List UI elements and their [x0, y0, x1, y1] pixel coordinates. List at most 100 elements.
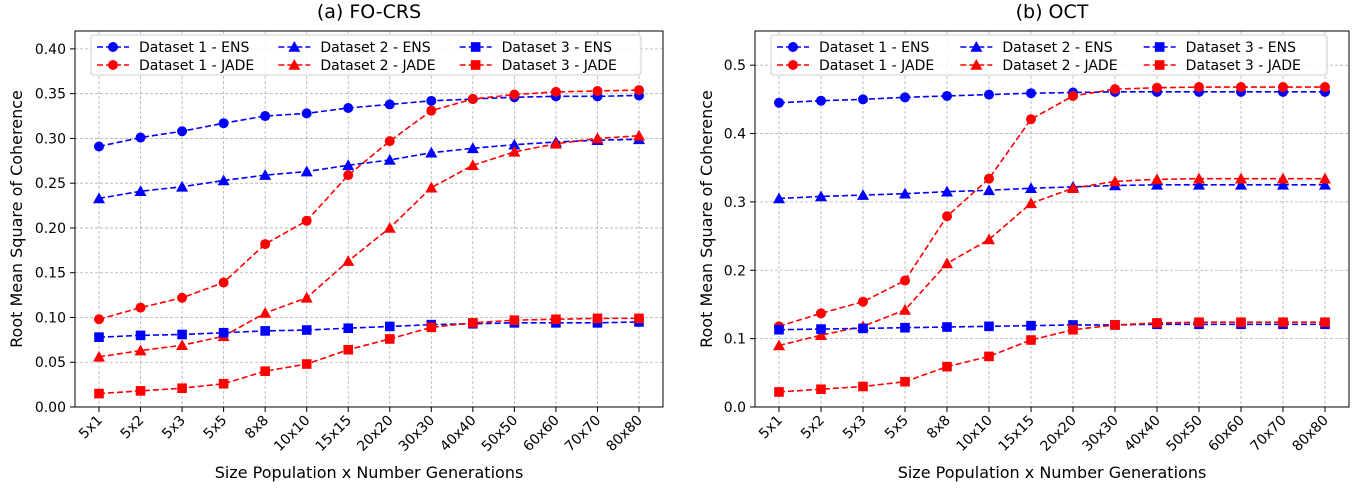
data-point	[1278, 82, 1288, 93]
data-point	[592, 85, 603, 96]
x-tick-label: 80x80	[1289, 413, 1331, 455]
data-point	[94, 388, 104, 399]
data-point	[93, 350, 105, 362]
legend-marker	[970, 41, 983, 52]
y-tick-label: 0.1	[724, 332, 746, 348]
data-point	[983, 184, 995, 196]
data-point	[984, 89, 994, 100]
data-point	[1110, 84, 1120, 95]
data-point	[343, 102, 354, 113]
data-point	[942, 90, 952, 101]
data-point	[592, 313, 603, 324]
y-tick-label: 0.20	[35, 221, 66, 237]
data-point	[774, 97, 784, 108]
data-point	[259, 169, 272, 180]
x-tick-label: 30x30	[1079, 413, 1121, 455]
data-point	[342, 255, 355, 266]
data-point	[135, 302, 146, 313]
data-point	[1194, 317, 1204, 328]
data-point	[773, 339, 785, 351]
legend-entry: Dataset 3 - ENS	[459, 40, 612, 56]
data-point	[134, 344, 147, 356]
data-point	[942, 361, 952, 372]
data-point	[426, 105, 437, 116]
data-point	[509, 89, 520, 100]
data-point	[900, 376, 910, 387]
data-point	[94, 332, 104, 342]
data-point	[899, 303, 911, 315]
chart-title: (a) FO-CRS	[317, 1, 421, 23]
x-tick-label: 5x1	[76, 413, 106, 443]
y-tick-label: 0.30	[35, 131, 66, 147]
legend-label: Dataset 1 - JADE	[139, 58, 254, 74]
data-point	[260, 326, 270, 336]
legend-marker	[470, 42, 481, 52]
legend-label: Dataset 1 - ENS	[819, 40, 929, 56]
series-4	[93, 129, 645, 362]
data-point	[1235, 178, 1247, 190]
legend: Dataset 1 - ENS Dataset 2 - ENS Dataset 3 …	[770, 34, 1328, 76]
data-point	[633, 129, 645, 141]
legend-label: Dataset 1 - JADE	[819, 58, 934, 74]
data-point	[425, 181, 438, 193]
series-6	[774, 317, 1330, 397]
y-tick-label: 0.35	[35, 87, 66, 103]
y-tick-label: 0.0	[724, 400, 746, 416]
legend-label: Dataset 2 - ENS	[320, 40, 430, 56]
data-point	[1026, 320, 1036, 331]
legend-marker	[288, 59, 301, 70]
data-point	[218, 118, 229, 129]
data-point	[508, 145, 521, 157]
data-point	[1025, 197, 1037, 209]
data-point	[176, 339, 189, 351]
series-line	[98, 134, 640, 358]
data-point	[301, 359, 312, 369]
data-point	[774, 387, 784, 397]
data-point	[218, 327, 229, 338]
data-point	[217, 174, 230, 186]
x-tick-label: 5x2	[798, 413, 828, 443]
data-point	[858, 94, 868, 105]
data-point	[343, 344, 354, 355]
legend-entry: Dataset 1 - JADE	[777, 58, 934, 74]
x-tick-label: 5x1	[756, 413, 786, 443]
legend-entry: Dataset 1 - ENS	[97, 40, 249, 56]
data-point	[816, 308, 826, 319]
y-tick-label: 0.05	[35, 355, 66, 371]
data-point	[177, 126, 188, 137]
legend-entry: Dataset 2 - JADE	[278, 58, 436, 74]
data-point	[857, 189, 869, 200]
x-tick-label: 5x5	[882, 413, 912, 443]
x-tick-label: 20x20	[354, 413, 396, 455]
data-point	[1319, 178, 1331, 190]
legend-entry: Dataset 3 - ENS	[1143, 40, 1296, 56]
x-tick-label: 8x8	[924, 413, 954, 443]
series-line	[98, 89, 640, 321]
series-4	[773, 172, 1331, 351]
data-point	[591, 132, 604, 144]
x-tick-label: 5x2	[118, 413, 148, 443]
data-point	[816, 95, 826, 106]
series-3	[773, 178, 1331, 204]
data-point	[1151, 173, 1163, 185]
data-point	[177, 383, 187, 393]
legend-marker	[970, 59, 983, 70]
series-line	[98, 317, 639, 395]
series-line	[778, 177, 1325, 347]
data-point	[816, 384, 826, 395]
data-point	[984, 351, 994, 362]
data-point	[384, 334, 395, 344]
data-point	[942, 211, 952, 222]
x-tick-label: 50x50	[479, 413, 521, 455]
series-2	[94, 85, 644, 325]
data-point	[941, 185, 953, 197]
data-point	[1319, 172, 1331, 184]
data-point	[135, 132, 146, 143]
legend-marker	[1154, 60, 1165, 70]
x-tick-label: 50x50	[1163, 413, 1205, 455]
x-axis-label: Size Population x Number Generations	[898, 463, 1207, 482]
series-line	[778, 184, 1325, 200]
y-tick-label: 0.00	[35, 400, 66, 416]
data-point	[1235, 172, 1247, 184]
y-tick-label: 0.10	[35, 310, 66, 326]
